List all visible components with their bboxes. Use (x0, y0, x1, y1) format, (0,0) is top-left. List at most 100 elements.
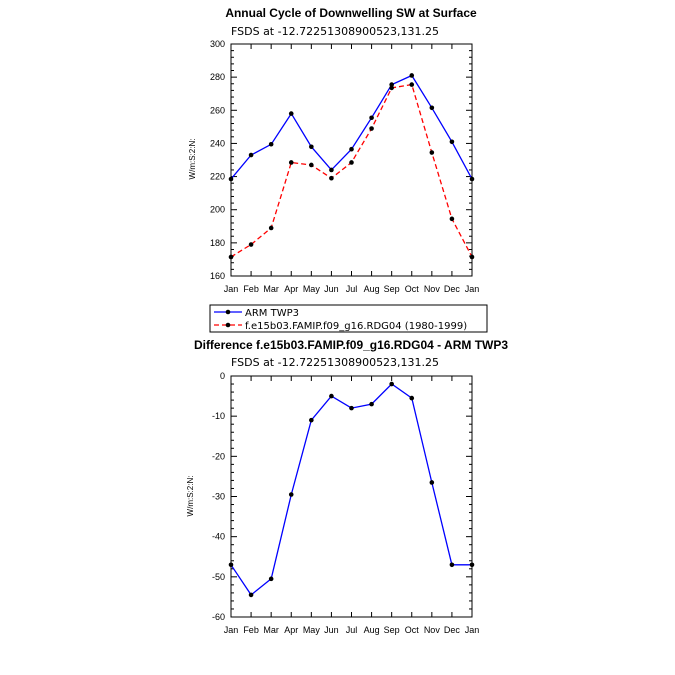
data-point (429, 150, 435, 155)
x-tick-label: Sep (384, 284, 400, 294)
data-point (369, 126, 374, 131)
data-point (469, 176, 475, 182)
data-point (309, 144, 314, 150)
x-tick-label: Feb (243, 625, 259, 635)
data-point (369, 115, 374, 121)
chart-title: Annual Cycle of Downwelling SW at Surfac… (225, 6, 477, 20)
y-tick-label: -20 (212, 451, 225, 461)
y-tick-label: 280 (210, 72, 225, 82)
data-point (329, 175, 334, 181)
data-point (449, 139, 455, 145)
data-point (268, 576, 274, 582)
x-tick-label: May (303, 284, 321, 294)
data-point (429, 105, 435, 111)
data-point (409, 395, 415, 401)
data-point (228, 176, 234, 182)
y-tick-label: 240 (210, 138, 225, 148)
chart-subtitle: FSDS at -12.72251308900523,131.25 (231, 356, 439, 369)
y-tick-label: -60 (212, 612, 225, 622)
x-tick-label: Dec (444, 625, 461, 635)
series-group (228, 381, 475, 598)
legend: ARM TWP3 f.e15b03.FAMIP.f09_g16.RDG04 (1… (209, 304, 488, 333)
plot-frame (230, 43, 473, 277)
x-tick-label: Nov (424, 625, 441, 635)
legend-marker-arm (225, 309, 231, 315)
y-tick-label: 200 (210, 205, 225, 215)
data-point (449, 216, 455, 222)
x-tick-label: Jul (346, 625, 358, 635)
legend-box (209, 304, 488, 333)
y-tick-label: 0 (220, 371, 225, 381)
series-line (230, 383, 472, 596)
x-tick-label: Apr (284, 625, 298, 635)
data-point (309, 417, 314, 423)
data-point (228, 254, 234, 260)
legend-label-model: f.e15b03.FAMIP.f09_g16.RDG04 (1980-1999) (245, 321, 467, 332)
data-point (389, 82, 394, 87)
x-tick-label: Jan (465, 625, 480, 635)
tick-group: Jan Feb Mar Apr May Jun Jul Aug Sep Oct Nov Dec Jan 1… (210, 39, 479, 294)
data-point (268, 225, 274, 231)
x-tick-label: Jun (324, 625, 339, 635)
y-tick-label: 300 (210, 39, 225, 49)
y-tick-label: 260 (210, 105, 225, 115)
difference-chart: Difference f.e15b03.FAMIP.f09_g16.RDG04 … (186, 338, 508, 635)
legend-marker-model (225, 322, 231, 328)
y-tick-label: -10 (212, 411, 225, 421)
data-point (288, 492, 294, 497)
data-point (369, 401, 374, 407)
x-tick-label: Mar (263, 284, 279, 294)
x-tick-label: Jul (346, 284, 358, 294)
annual-cycle-chart: Annual Cycle of Downwelling SW at Surfac… (188, 6, 479, 294)
data-point (469, 254, 475, 260)
data-point (248, 592, 254, 598)
x-tick-label: Dec (444, 284, 461, 294)
series-line (230, 83, 473, 258)
y-tick-label: 220 (210, 172, 225, 182)
y-axis-label: W/m:S:2:N: (188, 139, 197, 180)
data-point (288, 111, 294, 116)
data-point (349, 146, 354, 152)
data-point (309, 162, 314, 168)
x-tick-label: Jan (224, 284, 239, 294)
x-tick-label: Nov (424, 284, 441, 294)
data-point (469, 562, 475, 568)
y-tick-label: 180 (210, 238, 225, 248)
y-axis-label: W/m:S:2:N: (186, 476, 195, 517)
x-tick-label: Feb (243, 284, 259, 294)
x-tick-label: Aug (364, 284, 380, 294)
y-tick-label: 160 (210, 271, 225, 281)
data-point (329, 167, 334, 173)
data-point (349, 405, 354, 411)
data-point (409, 82, 415, 87)
data-point (248, 152, 254, 158)
data-point (268, 141, 274, 147)
data-point (228, 562, 234, 568)
y-tick-label: -40 (212, 532, 225, 542)
data-point (389, 381, 394, 387)
x-tick-label: Oct (405, 625, 420, 635)
data-point (449, 562, 455, 568)
series-group (228, 73, 475, 260)
x-tick-label: Jun (324, 284, 339, 294)
chart-title: Difference f.e15b03.FAMIP.f09_g16.RDG04 … (194, 338, 508, 352)
legend-label-arm: ARM TWP3 (245, 308, 299, 319)
data-point (349, 160, 354, 165)
tick-group: Jan Feb Mar Apr May Jun Jul Aug Sep Oct Nov Dec Jan -… (212, 371, 479, 635)
x-tick-label: Mar (263, 625, 279, 635)
data-point (248, 242, 254, 247)
x-tick-label: Apr (284, 284, 298, 294)
data-point (389, 85, 394, 91)
x-tick-label: May (303, 625, 321, 635)
data-point (409, 73, 415, 78)
data-point (288, 160, 294, 165)
data-point (429, 480, 435, 485)
y-tick-label: -50 (212, 572, 225, 582)
x-tick-label: Aug (364, 625, 380, 635)
x-tick-label: Oct (405, 284, 420, 294)
chart-subtitle: FSDS at -12.72251308900523,131.25 (231, 25, 439, 38)
x-tick-label: Jan (224, 625, 239, 635)
y-tick-label: -30 (212, 492, 225, 502)
data-point (329, 393, 334, 399)
x-tick-label: Sep (384, 625, 400, 635)
